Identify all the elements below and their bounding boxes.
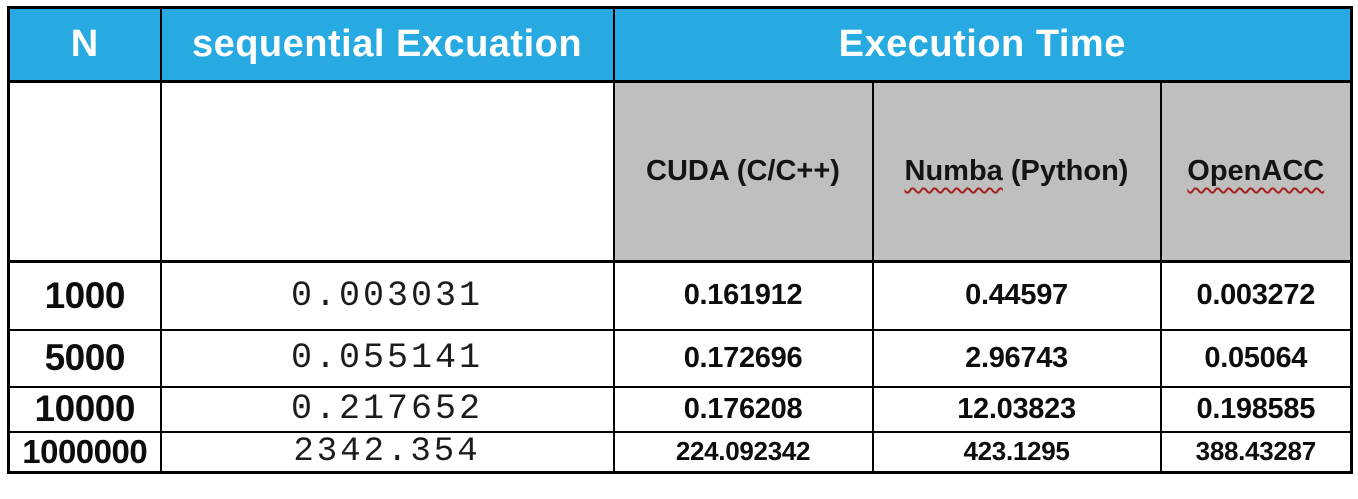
cell-cuda: 0.161912 (612, 260, 874, 331)
cell-numba: 0.44597 (871, 260, 1162, 331)
header-cell-sequential: sequential Excuation (159, 6, 615, 83)
cell-cuda: 224.092342 (612, 430, 874, 474)
header-cell-n: N (7, 6, 162, 83)
cell-n: 10000 (7, 385, 162, 433)
numba-label-rest: (Python) (1002, 155, 1129, 187)
cell-sequential: 0.003031 (159, 260, 615, 331)
subheader-row: CUDA (C/C++) Numba (Python) OpenACC (7, 80, 1353, 263)
numba-label-misspelled: Numba (904, 155, 1003, 187)
table-row-n1000: 1000 0.003031 0.161912 0.44597 0.003272 (7, 260, 1353, 331)
cell-cuda: 0.172696 (612, 328, 874, 388)
cell-sequential: 0.217652 (159, 385, 615, 433)
subheader-blank-n (7, 80, 162, 263)
cell-n: 1000000 (7, 430, 162, 474)
header-cell-execution-time: Execution Time (612, 6, 1353, 83)
cell-numba: 423.1295 (871, 430, 1162, 474)
cell-sequential: 2342.354 (159, 430, 615, 474)
subheader-cell-cuda: CUDA (C/C++) (612, 80, 874, 263)
cell-openacc: 0.198585 (1159, 385, 1353, 433)
openacc-label-misspelled: OpenACC (1187, 155, 1325, 187)
cell-n: 5000 (7, 328, 162, 388)
subheader-cell-numba: Numba (Python) (871, 80, 1162, 263)
header-row: N sequential Excuation Execution Time (7, 6, 1353, 83)
cell-openacc: 388.43287 (1159, 430, 1353, 474)
cell-numba: 12.03823 (871, 385, 1162, 433)
cell-numba: 2.96743 (871, 328, 1162, 388)
table-row-n1000000: 1000000 2342.354 224.092342 423.1295 388… (7, 430, 1353, 474)
cell-cuda: 0.176208 (612, 385, 874, 433)
table-row-n5000: 5000 0.055141 0.172696 2.96743 0.05064 (7, 328, 1353, 388)
cell-sequential: 0.055141 (159, 328, 615, 388)
cell-n: 1000 (7, 260, 162, 331)
cell-openacc: 0.05064 (1159, 328, 1353, 388)
cuda-label: CUDA (C/C++) (646, 155, 840, 187)
subheader-cell-openacc: OpenACC (1159, 80, 1353, 263)
execution-time-table: N sequential Excuation Execution Time CU… (7, 6, 1354, 474)
table-row-n10000: 10000 0.217652 0.176208 12.03823 0.19858… (7, 385, 1353, 433)
cell-openacc: 0.003272 (1159, 260, 1353, 331)
subheader-blank-sequential (159, 80, 615, 263)
